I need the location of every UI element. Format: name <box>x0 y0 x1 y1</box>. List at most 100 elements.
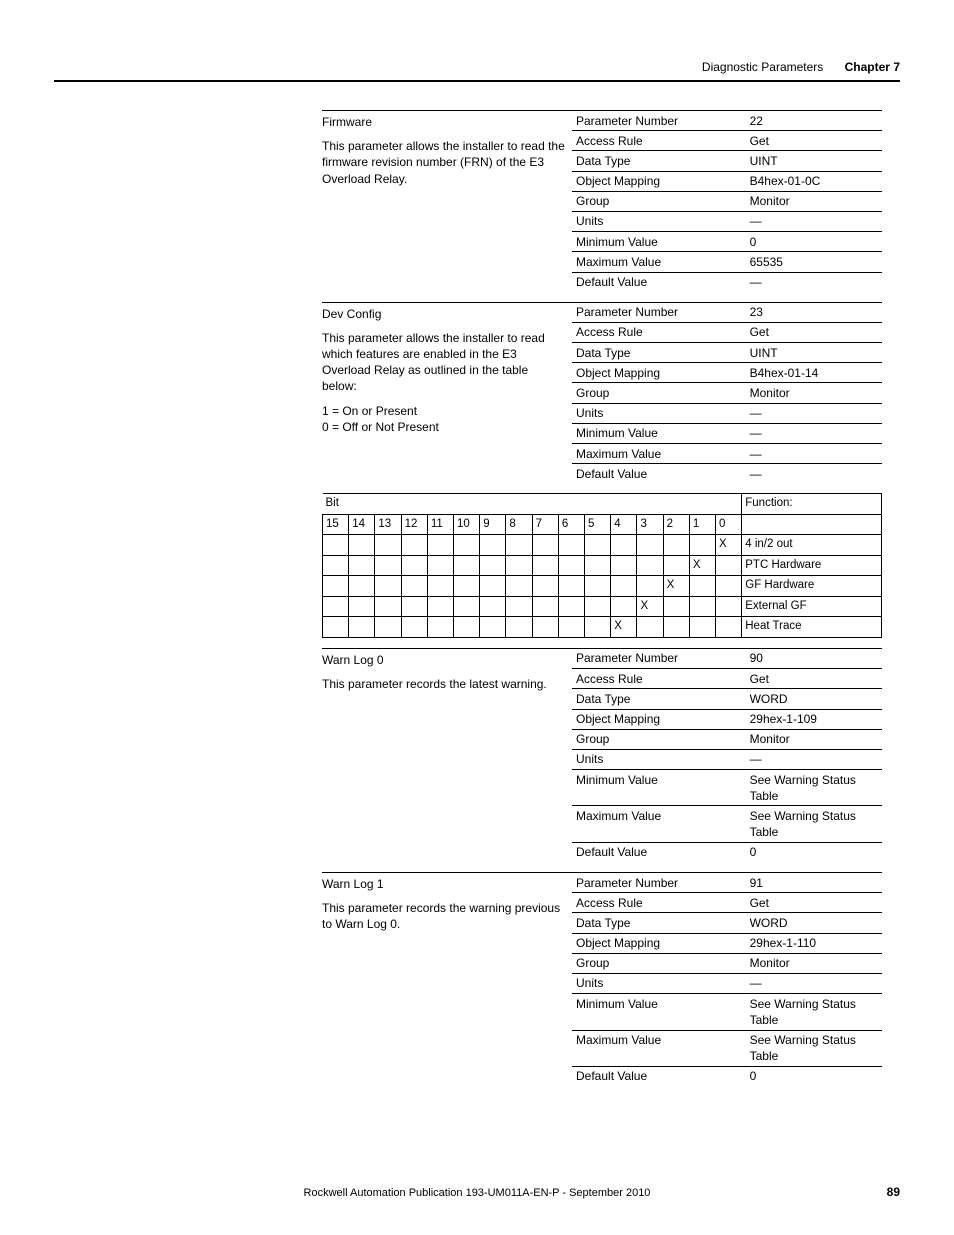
bit-cell <box>716 555 742 576</box>
bit-cell <box>506 555 532 576</box>
table-row: Access RuleGet <box>572 322 882 342</box>
bit-cell <box>454 617 480 638</box>
bit-col-header: 6 <box>558 514 584 535</box>
bit-cell <box>532 555 558 576</box>
bit-cell <box>585 596 611 617</box>
bit-cell <box>611 596 637 617</box>
page-header: Diagnostic Parameters Chapter 7 <box>54 60 900 74</box>
table-row: Units— <box>572 211 882 231</box>
param-title: Dev Config <box>322 305 566 322</box>
table-row: GroupMonitor <box>572 383 882 403</box>
bit-cell: X <box>689 555 715 576</box>
bit-cell <box>585 617 611 638</box>
header-chapter: Chapter 7 <box>845 60 900 74</box>
bit-cell <box>401 535 427 556</box>
param-key: Maximum Value <box>572 444 746 464</box>
bit-col-header: 9 <box>480 514 506 535</box>
table-row: XHeat Trace <box>323 617 882 638</box>
param-key: Group <box>572 729 746 749</box>
footer-pub: Rockwell Automation Publication 193-UM01… <box>0 1187 954 1199</box>
table-row: Data TypeWORD <box>572 689 882 709</box>
param-value: 0 <box>746 842 882 862</box>
bit-cell <box>585 576 611 597</box>
table-row: Object Mapping29hex-1-110 <box>572 933 882 953</box>
bit-col-header: 15 <box>323 514 349 535</box>
table-row: Minimum Value— <box>572 423 882 443</box>
bit-cell <box>401 555 427 576</box>
bit-cell: X <box>611 617 637 638</box>
param-table: Parameter Number90Access RuleGetData Typ… <box>572 649 882 862</box>
bit-cell <box>375 576 401 597</box>
table-row: Access RuleGet <box>572 131 882 151</box>
param-devconfig-left: Dev Config This parameter allows the ins… <box>322 303 572 484</box>
param-desc: This parameter records the warning previ… <box>322 900 566 932</box>
bit-header: Bit <box>323 494 742 515</box>
function-header-empty <box>742 514 882 535</box>
param-value: — <box>746 211 882 231</box>
param-value: — <box>746 464 882 484</box>
bit-cell <box>716 617 742 638</box>
param-value: UINT <box>746 151 882 171</box>
param-warn1: Warn Log 1 This parameter records the wa… <box>322 872 882 1086</box>
bit-cell <box>532 535 558 556</box>
param-table: Parameter Number91Access RuleGetData Typ… <box>572 873 882 1086</box>
param-title: Firmware <box>322 113 566 130</box>
bit-cell: X <box>663 576 689 597</box>
param-key: Access Rule <box>572 131 746 151</box>
bit-cell <box>689 535 715 556</box>
param-key: Minimum Value <box>572 232 746 252</box>
param-value: See Warning Status Table <box>746 994 882 1030</box>
param-value: See Warning Status Table <box>746 770 882 806</box>
param-value: 0 <box>746 1066 882 1086</box>
bit-cell <box>323 576 349 597</box>
bit-cell <box>558 555 584 576</box>
param-value: — <box>746 973 882 993</box>
table-row: GroupMonitor <box>572 729 882 749</box>
table-row: X GF Hardware <box>323 576 882 597</box>
table-row: Maximum ValueSee Warning Status Table <box>572 1030 882 1066</box>
param-value: WORD <box>746 913 882 933</box>
bit-col-header: 8 <box>506 514 532 535</box>
table-row: Parameter Number90 <box>572 649 882 669</box>
bit-cell <box>349 555 375 576</box>
param-warn1-left: Warn Log 1 This parameter records the wa… <box>322 873 572 1086</box>
bit-cell <box>558 617 584 638</box>
bit-col-header: 4 <box>611 514 637 535</box>
param-value: See Warning Status Table <box>746 1030 882 1066</box>
function-cell: GF Hardware <box>742 576 882 597</box>
param-warn0: Warn Log 0 This parameter records the la… <box>322 648 882 862</box>
param-value: — <box>746 444 882 464</box>
param-value: See Warning Status Table <box>746 806 882 842</box>
param-key: Minimum Value <box>572 423 746 443</box>
table-row: Maximum Value65535 <box>572 252 882 272</box>
param-value: Monitor <box>746 953 882 973</box>
bit-cell <box>427 576 453 597</box>
function-cell: 4 in/2 out <box>742 535 882 556</box>
param-key: Data Type <box>572 913 746 933</box>
param-firmware-right: Parameter Number22Access RuleGetData Typ… <box>572 111 882 292</box>
function-header: Function: <box>742 494 882 515</box>
bit-cell <box>585 555 611 576</box>
table-row: Default Value0 <box>572 1066 882 1086</box>
bit-cell <box>611 535 637 556</box>
bit-cell <box>637 535 663 556</box>
param-key: Default Value <box>572 842 746 862</box>
param-warn1-right: Parameter Number91Access RuleGetData Typ… <box>572 873 882 1086</box>
param-value: Get <box>746 131 882 151</box>
bit-cell <box>323 555 349 576</box>
bit-cell <box>454 576 480 597</box>
param-table: Parameter Number23Access RuleGetData Typ… <box>572 303 882 484</box>
param-key: Group <box>572 191 746 211</box>
table-row: Object MappingB4hex-01-14 <box>572 363 882 383</box>
bit-col-header: 10 <box>454 514 480 535</box>
param-key: Units <box>572 211 746 231</box>
table-row: XPTC Hardware <box>323 555 882 576</box>
param-value: Get <box>746 322 882 342</box>
table-row: Minimum Value0 <box>572 232 882 252</box>
param-key: Access Rule <box>572 322 746 342</box>
param-firmware-left: Firmware This parameter allows the insta… <box>322 111 572 292</box>
bit-cell <box>716 596 742 617</box>
bit-cell <box>375 596 401 617</box>
bit-cell <box>427 555 453 576</box>
bit-cell <box>558 535 584 556</box>
